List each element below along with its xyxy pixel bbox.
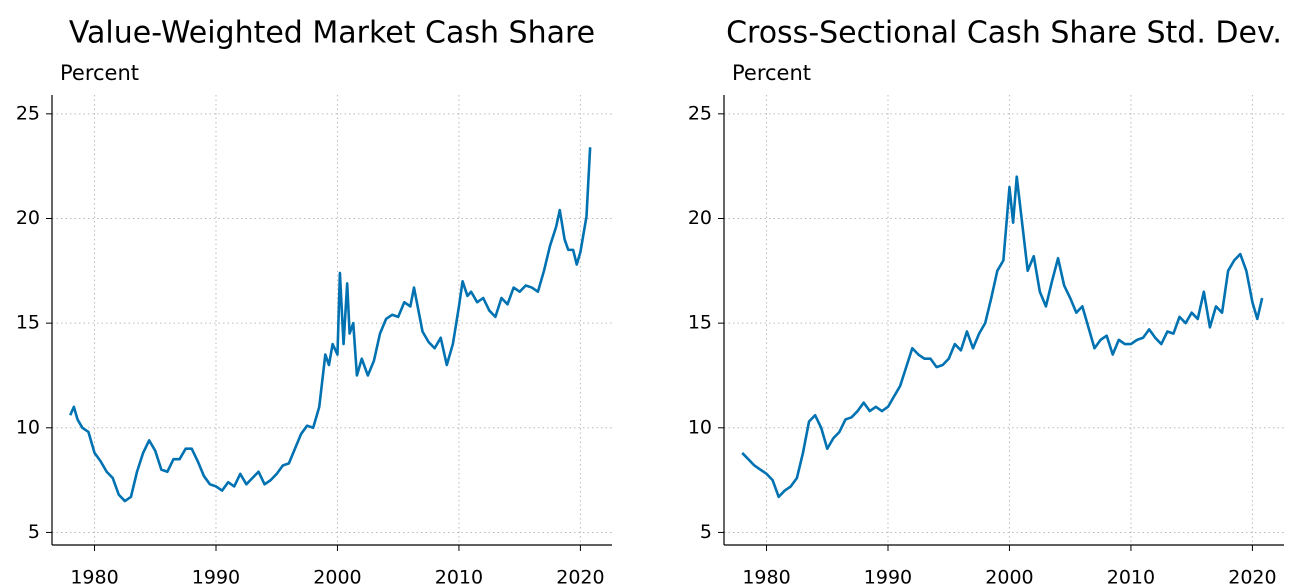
y-tick-label: 5 (28, 521, 40, 543)
y-tick-label: 15 (16, 312, 40, 334)
x-tick-label: 2000 (313, 567, 361, 587)
x-tick-label: 1980 (742, 567, 790, 587)
x-tick-label: 2000 (985, 567, 1033, 587)
x-tick-label: 1980 (70, 567, 118, 587)
y-axis-label: Percent (732, 61, 811, 85)
x-tick-label: 1990 (864, 567, 912, 587)
y-tick-label: 15 (688, 312, 712, 334)
y-tick-label: 10 (688, 416, 712, 438)
line-series (69, 147, 592, 503)
x-tick-label: 2020 (1228, 567, 1276, 587)
x-tick-label: 2010 (435, 567, 483, 587)
y-tick-label: 25 (16, 102, 40, 124)
chart-title: Value-Weighted Market Cash Share (69, 16, 595, 51)
y-tick-label: 20 (16, 207, 40, 229)
x-tick-label: 1990 (192, 567, 240, 587)
y-tick-label: 25 (688, 102, 712, 124)
y-axis-label: Percent (60, 61, 139, 85)
line-series (741, 175, 1264, 499)
y-tick-label: 10 (16, 416, 40, 438)
y-tick-label: 20 (688, 207, 712, 229)
x-tick-label: 2020 (556, 567, 604, 587)
y-tick-label: 5 (700, 521, 712, 543)
x-tick-label: 2010 (1107, 567, 1155, 587)
chart-title: Cross-Sectional Cash Share Std. Dev. (726, 16, 1282, 51)
